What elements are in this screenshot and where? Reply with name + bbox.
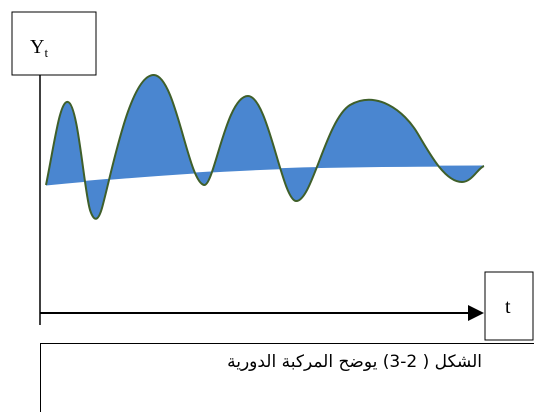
y-axis-label-box [11,11,97,76]
figure-caption: الشكل ( 2-3) يوضح المركبة الدورية [227,352,482,372]
x-axis-label-box [484,271,534,341]
cyclical-curve [45,73,485,220]
x-axis-arrow [468,305,484,321]
cyclical-area [46,74,484,219]
caption-box: الشكل ( 2-3) يوضح المركبة الدورية [40,343,534,412]
y-axis-label: Yt [30,36,48,60]
x-axis-label: t [505,296,511,318]
